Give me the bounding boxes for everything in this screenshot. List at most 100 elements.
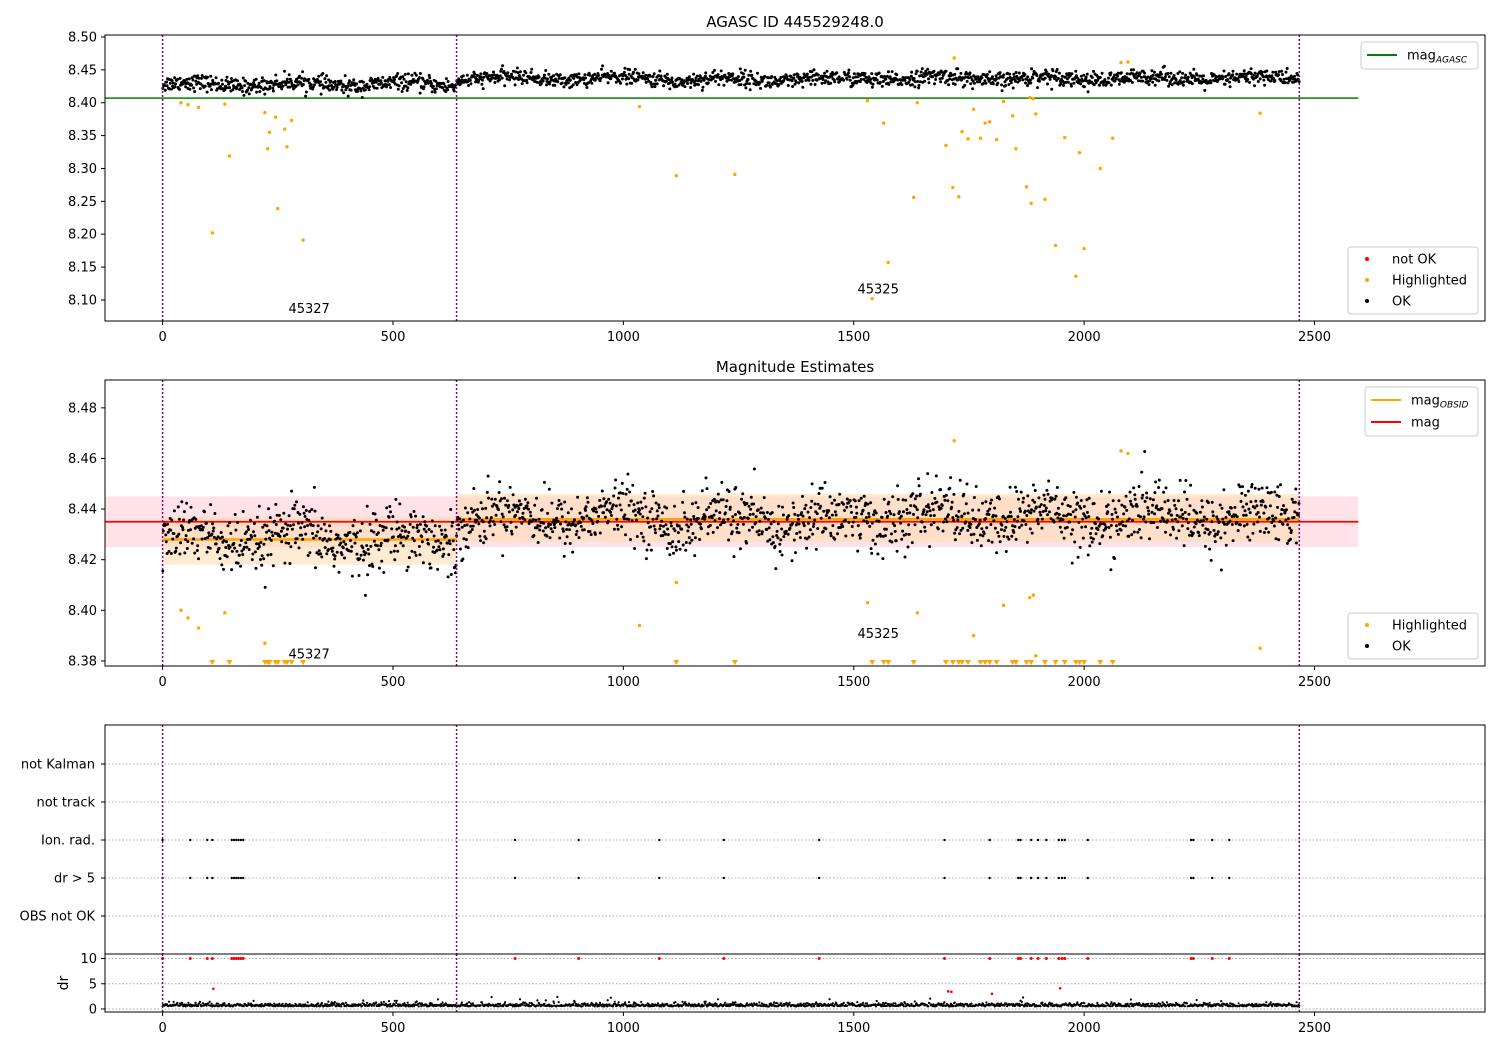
ok-point (396, 549, 400, 553)
highlighted-below-marker (959, 660, 966, 665)
ok-point (1054, 494, 1058, 498)
ok-point (643, 491, 647, 495)
ok-point (1142, 517, 1145, 521)
ok-point (287, 514, 291, 518)
ok-point (422, 527, 426, 531)
ok-point (639, 531, 643, 535)
ok-point (660, 511, 664, 515)
ok-point (779, 538, 783, 542)
flag-point (232, 876, 236, 880)
ok-point (296, 83, 300, 87)
ok-point (941, 529, 945, 533)
ok-point (257, 504, 261, 508)
ok-point (400, 81, 404, 85)
ok-point (873, 542, 877, 546)
ok-point (494, 513, 498, 517)
dr-ok-point (518, 998, 522, 1001)
ok-point (977, 508, 981, 512)
ok-point (939, 80, 943, 84)
ok-point (597, 514, 601, 518)
ok-point (827, 516, 831, 520)
ok-point (1229, 76, 1232, 80)
dr-ok-point (389, 1002, 392, 1006)
ok-point (404, 529, 408, 533)
ok-point (1062, 84, 1065, 87)
ok-point (379, 79, 383, 83)
ok-point (912, 77, 916, 80)
ok-point (479, 539, 483, 543)
ok-point (1239, 523, 1242, 527)
ok-point (984, 517, 988, 520)
ok-point (1063, 75, 1067, 79)
ok-point (547, 72, 551, 76)
dr-ok-point (606, 999, 609, 1002)
ok-point (625, 82, 629, 86)
ok-point (810, 70, 814, 74)
ok-point (339, 81, 343, 85)
y-tick-label: 8.44 (68, 503, 97, 518)
ok-point (429, 566, 433, 570)
ok-point (560, 515, 564, 519)
ok-point (515, 66, 519, 70)
ok-point (538, 524, 542, 528)
ok-point (738, 511, 742, 515)
ok-point (585, 496, 589, 500)
ok-point (406, 534, 410, 538)
ok-point (947, 83, 951, 87)
ok-point (241, 553, 245, 556)
ok-point (511, 508, 515, 512)
ok-point (469, 524, 473, 528)
ok-point (251, 85, 255, 89)
ok-point (476, 508, 480, 511)
ok-point (1264, 505, 1268, 509)
highlighted-point (186, 102, 190, 107)
highlighted-point (1001, 99, 1006, 104)
ok-point (665, 72, 669, 76)
dr-ok-point (320, 1001, 323, 1005)
ok-point (260, 563, 264, 567)
ok-point (1018, 507, 1022, 511)
ok-point (1223, 82, 1227, 86)
ok-point (365, 544, 369, 548)
ok-point (953, 538, 957, 542)
ok-point (174, 82, 177, 86)
ok-point (240, 86, 244, 90)
highlighted-point (196, 105, 201, 110)
ok-point (1177, 529, 1181, 533)
ok-point (823, 481, 827, 484)
ok-point (246, 538, 250, 541)
highlighted-below-marker (673, 660, 680, 665)
ok-point (579, 520, 583, 524)
ok-point (900, 537, 904, 541)
ok-point (245, 545, 249, 549)
ok-point (695, 74, 699, 78)
ok-point (734, 486, 738, 489)
ok-point (828, 495, 832, 499)
ok-point (1280, 69, 1284, 73)
ok-point (608, 501, 612, 505)
ok-point (619, 508, 623, 512)
flag-point (189, 876, 192, 880)
ok-point (1236, 77, 1240, 81)
ok-point (194, 79, 198, 83)
ok-point (910, 541, 914, 545)
ok-point (616, 527, 620, 531)
ok-point (1051, 69, 1055, 73)
ok-point (716, 492, 720, 496)
ok-point (1114, 511, 1118, 515)
dr-ok-point (172, 1000, 175, 1004)
ok-point (998, 71, 1002, 75)
ok-point (1211, 514, 1215, 518)
ok-point (890, 532, 893, 536)
ok-point (557, 503, 561, 507)
ok-point (972, 532, 976, 536)
ok-point (1053, 497, 1057, 501)
ok-point (518, 70, 522, 74)
ok-point (1223, 522, 1226, 526)
ok-point (279, 518, 283, 522)
ok-point (990, 540, 994, 544)
ok-point (1117, 82, 1121, 86)
ok-point (984, 500, 988, 504)
ok-point (189, 528, 192, 532)
dr-ok-point (471, 1002, 474, 1005)
